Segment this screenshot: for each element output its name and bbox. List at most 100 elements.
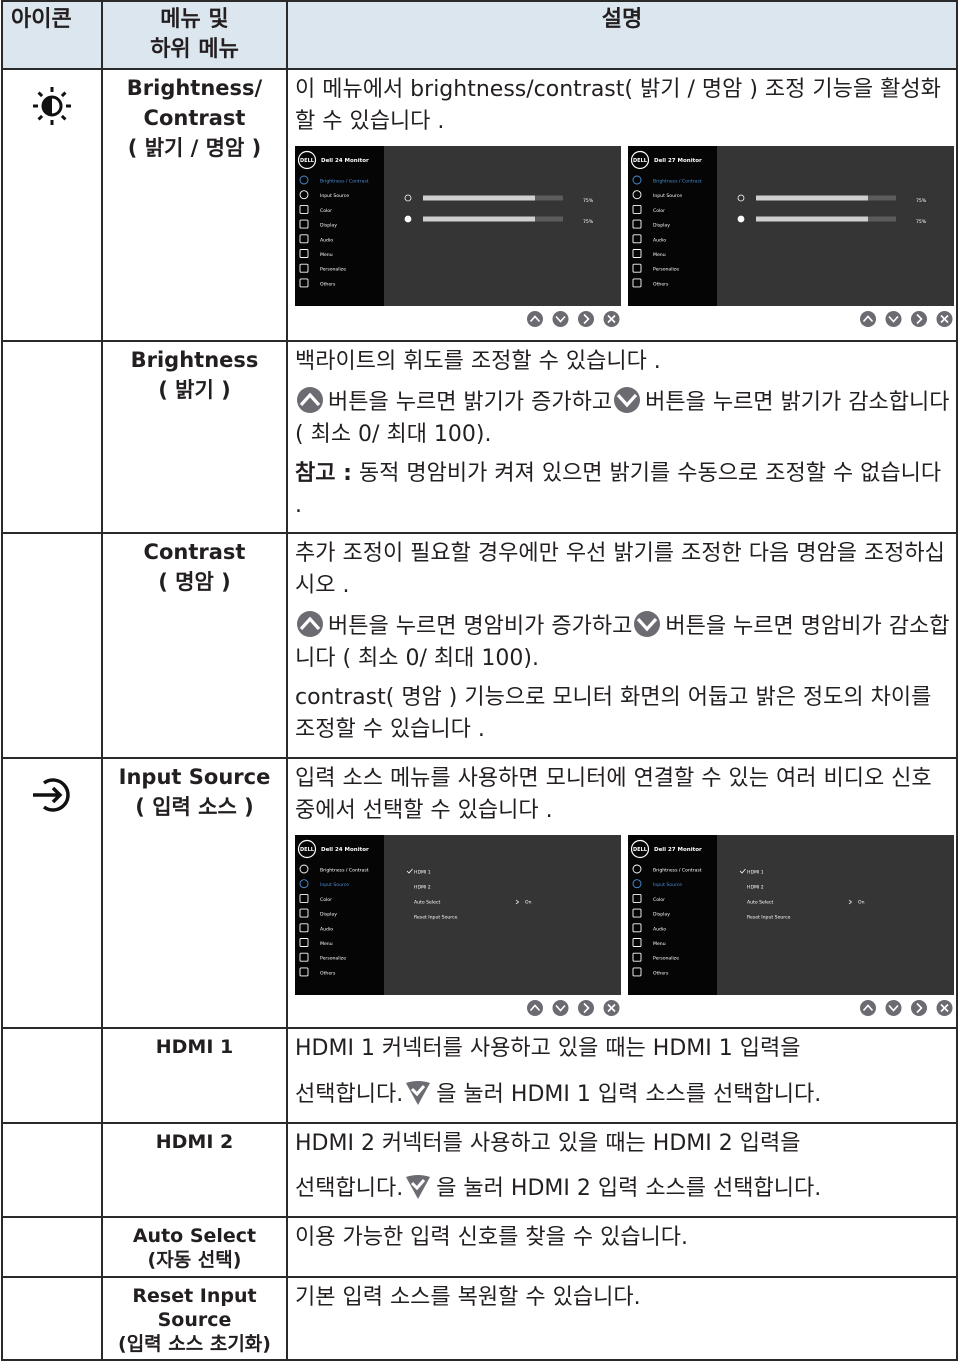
osd-fill [423, 195, 535, 201]
osd-input: Auto Select [747, 899, 773, 905]
osd-menu-icon [299, 922, 309, 932]
osd-screenshot: DELL Dell 27 Monitor Brightness / Contrast… [628, 145, 954, 330]
text: 동적 명암비가 켜져 있으면 밝기를 수동으로 조정할 수 없습니다 . [295, 460, 942, 518]
osd-menu-icon [299, 190, 309, 199]
description-cell: 추가 조정이 필요할 경우에만 우선 밝기를 조정한 다음 명암을 조정하십시오… [286, 532, 958, 759]
osd-menu-icon [299, 937, 309, 947]
osd-button [578, 310, 594, 327]
table-row: Brightness ( 밝기 ) 백라이트의 휘도를 조정할 수 있습니다 . 버튼… [1, 339, 958, 535]
menu-cell: Reset Input Source (입력 소스 초기화) [101, 1275, 288, 1361]
icon-chevron [299, 616, 321, 631]
osd-level-icon [404, 215, 412, 223]
menu-label: ( 밝기 ) [158, 377, 231, 402]
osd-menu-item: Personalize [653, 266, 679, 272]
osd-logo-ring [630, 839, 650, 858]
osd-menu-icon [299, 278, 309, 288]
description-cell: 입력 소스 메뉴를 사용하면 모니터에 연결할 수 있는 여러 비디오 신호 중… [286, 756, 958, 1029]
osd-button [860, 310, 876, 327]
paragraph: 기본 입력 소스를 복원할 수 있습니다. [295, 1282, 950, 1314]
osd-button-glyph [529, 315, 541, 322]
osd-logo: DELL [633, 846, 648, 852]
osd-button-glyph [862, 1003, 874, 1011]
table-row: Brightness/Contrast ( 밝기 / 명암 ) 이 메뉴에서 bri… [1, 68, 958, 342]
osd-menu-item: Audio [320, 237, 333, 243]
icon-circle [297, 611, 323, 638]
osd-fill [423, 216, 535, 222]
menu-cell: HDMI 2 [101, 1121, 288, 1219]
paragraph: 이용 가능한 입력 신호를 찾을 수 있습니다. [295, 1222, 950, 1254]
paragraph: 이 메뉴에서 brightness/contrast( 밝기 / 명암 ) 조정… [295, 74, 950, 138]
osd-menu-item: Others [320, 281, 336, 287]
osd-button-glyph [888, 315, 899, 323]
osd-menu-icon [632, 922, 642, 932]
osd: DELL Dell 24 Monitor Brightness / Contrast… [295, 834, 621, 995]
header-cell: 메뉴 및 하위 메뉴 [101, 0, 288, 70]
osd-menu-item: Audio [653, 926, 666, 932]
osd-menu-item: Others [653, 281, 669, 287]
osd-level-icon [737, 215, 745, 223]
osd-menu-icon [299, 263, 309, 273]
osd-menu-icon [632, 278, 642, 288]
icon-cell [1, 1121, 103, 1219]
osd-menu-item: Color [653, 208, 665, 214]
icon-cell [1, 1216, 103, 1278]
text: 입력 소스 메뉴를 사용하면 모니터에 연결할 수 있는 여러 비디오 신호 중… [295, 765, 932, 823]
input-head [51, 786, 63, 804]
menu-label: (자동 선택) [147, 1249, 242, 1272]
osd-menu-item: Input Source [320, 193, 349, 199]
text: 버튼을 누르면 명암비가 감소합니다 ( 최소 0/ 최대 100). [295, 614, 950, 672]
osd-menu-icon [632, 234, 642, 244]
osd: DELL Dell 27 Monitor Brightness / Contrast… [628, 145, 954, 306]
table-row: HDMI 1 HDMI 1 커넥터를 사용하고 있을 때는 HDMI 1 입력을 선… [1, 1026, 958, 1124]
osd-buttons [860, 310, 953, 327]
osd-arrow [515, 899, 520, 904]
menu-label: (입력 소스 초기화) [118, 1332, 271, 1355]
text: 추가 조정이 필요할 경우에만 우선 밝기를 조정한 다음 명암을 조정하십시오… [295, 541, 945, 599]
table-row: Contrast ( 명암 ) 추가 조정이 필요할 경우에만 우선 밝기를 조정한… [1, 532, 958, 759]
osd-menu-icon [299, 248, 309, 258]
osd-level: 75% [583, 198, 594, 204]
osd-menu-item: Others [320, 970, 336, 976]
osd-logo-ring [297, 839, 317, 858]
header-cell: 아이콘 [1, 0, 103, 70]
menu-cell: Brightness/Contrast ( 밝기 / 명암 ) [101, 68, 288, 342]
icon-cell [1, 532, 103, 759]
osd-menu-icon [299, 967, 309, 976]
osd-button [578, 999, 594, 1016]
osd-button-glyph [940, 1003, 949, 1012]
icon-chevron [637, 618, 658, 632]
menu-label: HDMI 1 [155, 1035, 234, 1058]
osd-menu-item: Audio [653, 237, 666, 243]
osd-input: HDMI 2 [414, 884, 431, 890]
osd-button-glyph [862, 315, 874, 322]
osd-menu-icon [632, 219, 642, 229]
menu-label: Source [157, 1308, 232, 1331]
paragraph: 입력 소스 메뉴를 사용하면 모니터에 연결할 수 있는 여러 비디오 신호 중… [295, 763, 950, 827]
menu-label: Contrast [143, 540, 246, 565]
menu-cell: Auto Select (자동 선택) [101, 1216, 288, 1278]
osd-menu-item: Menu [653, 252, 666, 258]
osd-check [739, 868, 746, 874]
osd-button-glyph [940, 314, 949, 323]
osd-level-icon [404, 194, 412, 202]
menu-cell: HDMI 1 [101, 1026, 288, 1124]
icon-chevron [299, 392, 321, 406]
osd-button [911, 310, 927, 327]
osd-menu-icon [632, 175, 642, 185]
osd-menu-item: Display [320, 222, 337, 228]
icon-check [411, 1179, 426, 1191]
line-break [295, 1159, 950, 1171]
header-text: 메뉴 및 [160, 7, 229, 32]
osd-button [885, 999, 902, 1016]
osd-title: Dell 27 Monitor [654, 158, 702, 164]
osd-pair: DELL Dell 24 Monitor Brightness / Contrast… [295, 145, 954, 330]
text: 이 메뉴에서 brightness/contrast( 밝기 / 명암 ) 조정… [295, 77, 941, 134]
osd-menu-item: Brightness / Contrast [320, 867, 369, 873]
sun-ray [60, 114, 67, 121]
line-break [295, 1065, 950, 1077]
icon-circle [297, 386, 323, 413]
text: 선택합니다. [295, 1081, 404, 1107]
text: 선택합니다. [295, 1176, 404, 1202]
osd-input: Auto Select [414, 899, 440, 905]
text: 이용 가능한 입력 신호를 찾을 수 있습니다. [295, 1225, 689, 1251]
